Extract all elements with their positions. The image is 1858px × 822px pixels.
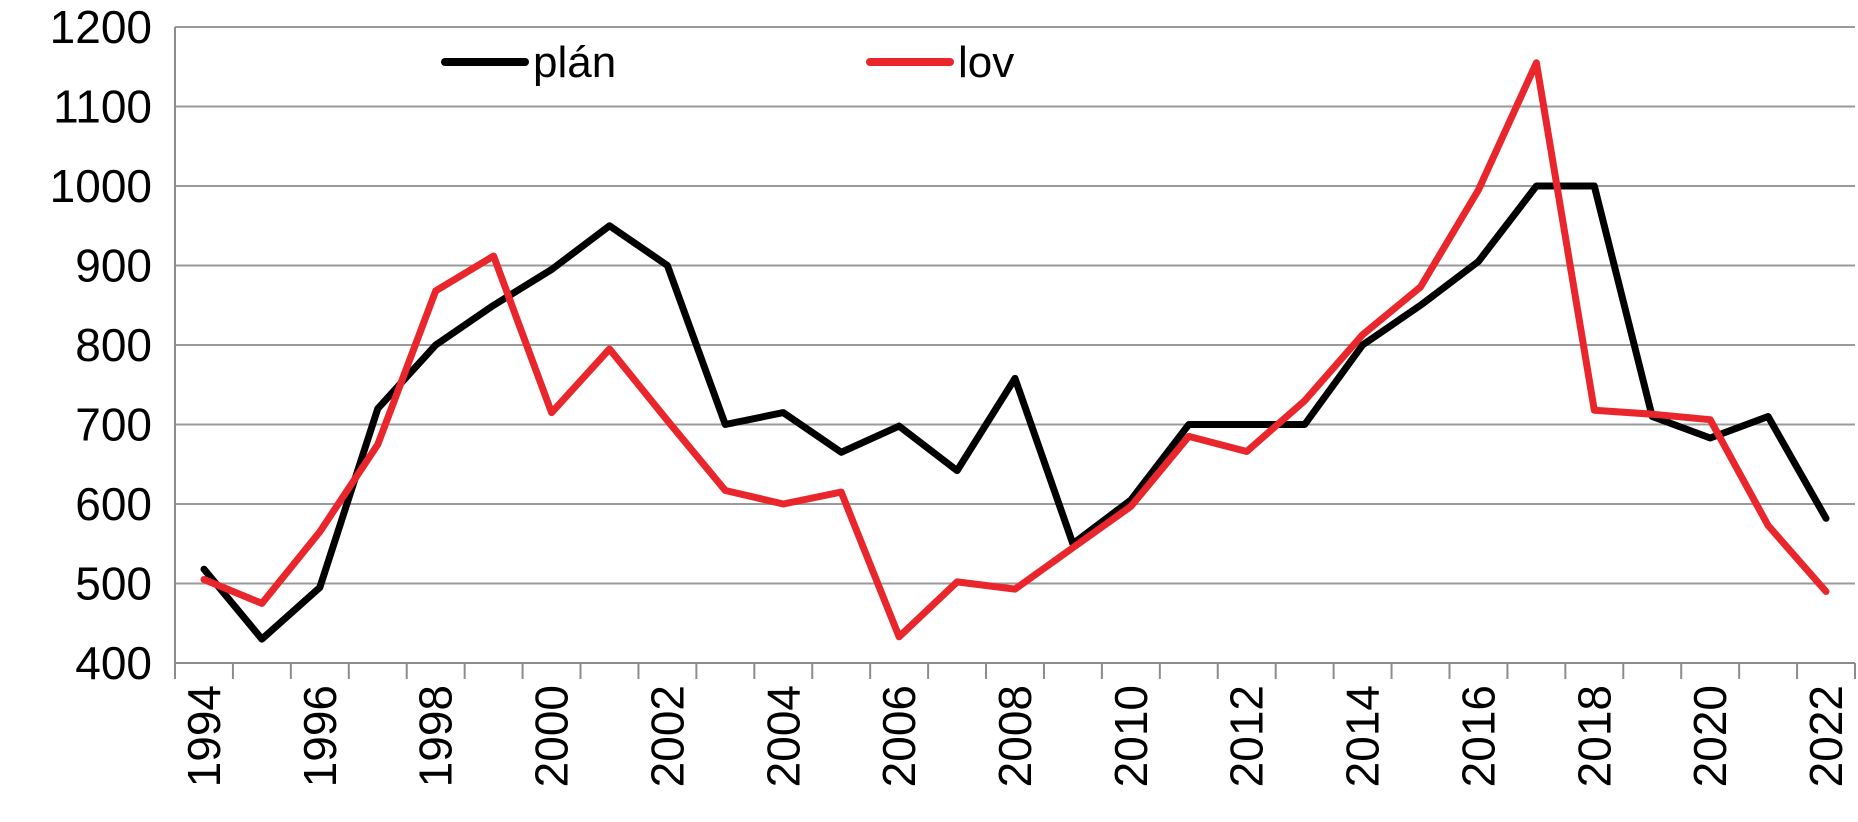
x-tick-label: 2016 — [1452, 685, 1504, 787]
y-tick-label: 900 — [75, 240, 152, 292]
x-tick-label: 2006 — [873, 685, 925, 787]
legend: plán lov — [441, 38, 1014, 87]
x-tick-label: 2014 — [1337, 685, 1389, 787]
x-tick-labels: 1994 1996 1998 2000 2002 2004 2006 2008 2010 2012… — [178, 685, 1852, 787]
x-tick-label: 2010 — [1105, 685, 1157, 787]
y-tick-label: 600 — [75, 478, 152, 530]
axes — [174, 27, 1856, 679]
x-tick-label: 2000 — [526, 685, 578, 787]
legend-item-plan: plán — [441, 38, 616, 87]
y-tick-label: 500 — [75, 558, 152, 610]
y-tick-labels: 400 500 600 700 800 900 1000 1100 1200 — [50, 1, 152, 689]
y-tick-label: 400 — [75, 637, 152, 689]
x-tick-label: 2012 — [1221, 685, 1273, 787]
series-lines — [200, 59, 1830, 643]
series-line-lov — [200, 59, 1830, 641]
legend-item-lov: lov — [866, 38, 1014, 87]
x-tick-label: 2004 — [757, 685, 809, 787]
series-line-plan — [200, 182, 1830, 643]
x-tick-label: 2002 — [641, 685, 693, 787]
x-tick-label: 2018 — [1568, 685, 1620, 787]
gridlines — [175, 26, 1855, 585]
y-tick-label: 1100 — [53, 81, 152, 133]
y-tick-label: 1200 — [50, 1, 152, 53]
x-tick-label: 1996 — [294, 685, 346, 787]
x-tick-label: 2008 — [989, 685, 1041, 787]
x-tick-label: 1994 — [178, 685, 230, 787]
y-tick-label: 1000 — [50, 160, 152, 212]
y-tick-label: 700 — [75, 399, 152, 451]
y-tick-label: 800 — [75, 319, 152, 371]
legend-label: lov — [958, 38, 1014, 87]
x-tick-label: 2022 — [1800, 685, 1852, 787]
x-tick-label: 1998 — [410, 685, 462, 787]
legend-label: plán — [533, 38, 616, 87]
x-tick-label: 2020 — [1684, 685, 1736, 787]
